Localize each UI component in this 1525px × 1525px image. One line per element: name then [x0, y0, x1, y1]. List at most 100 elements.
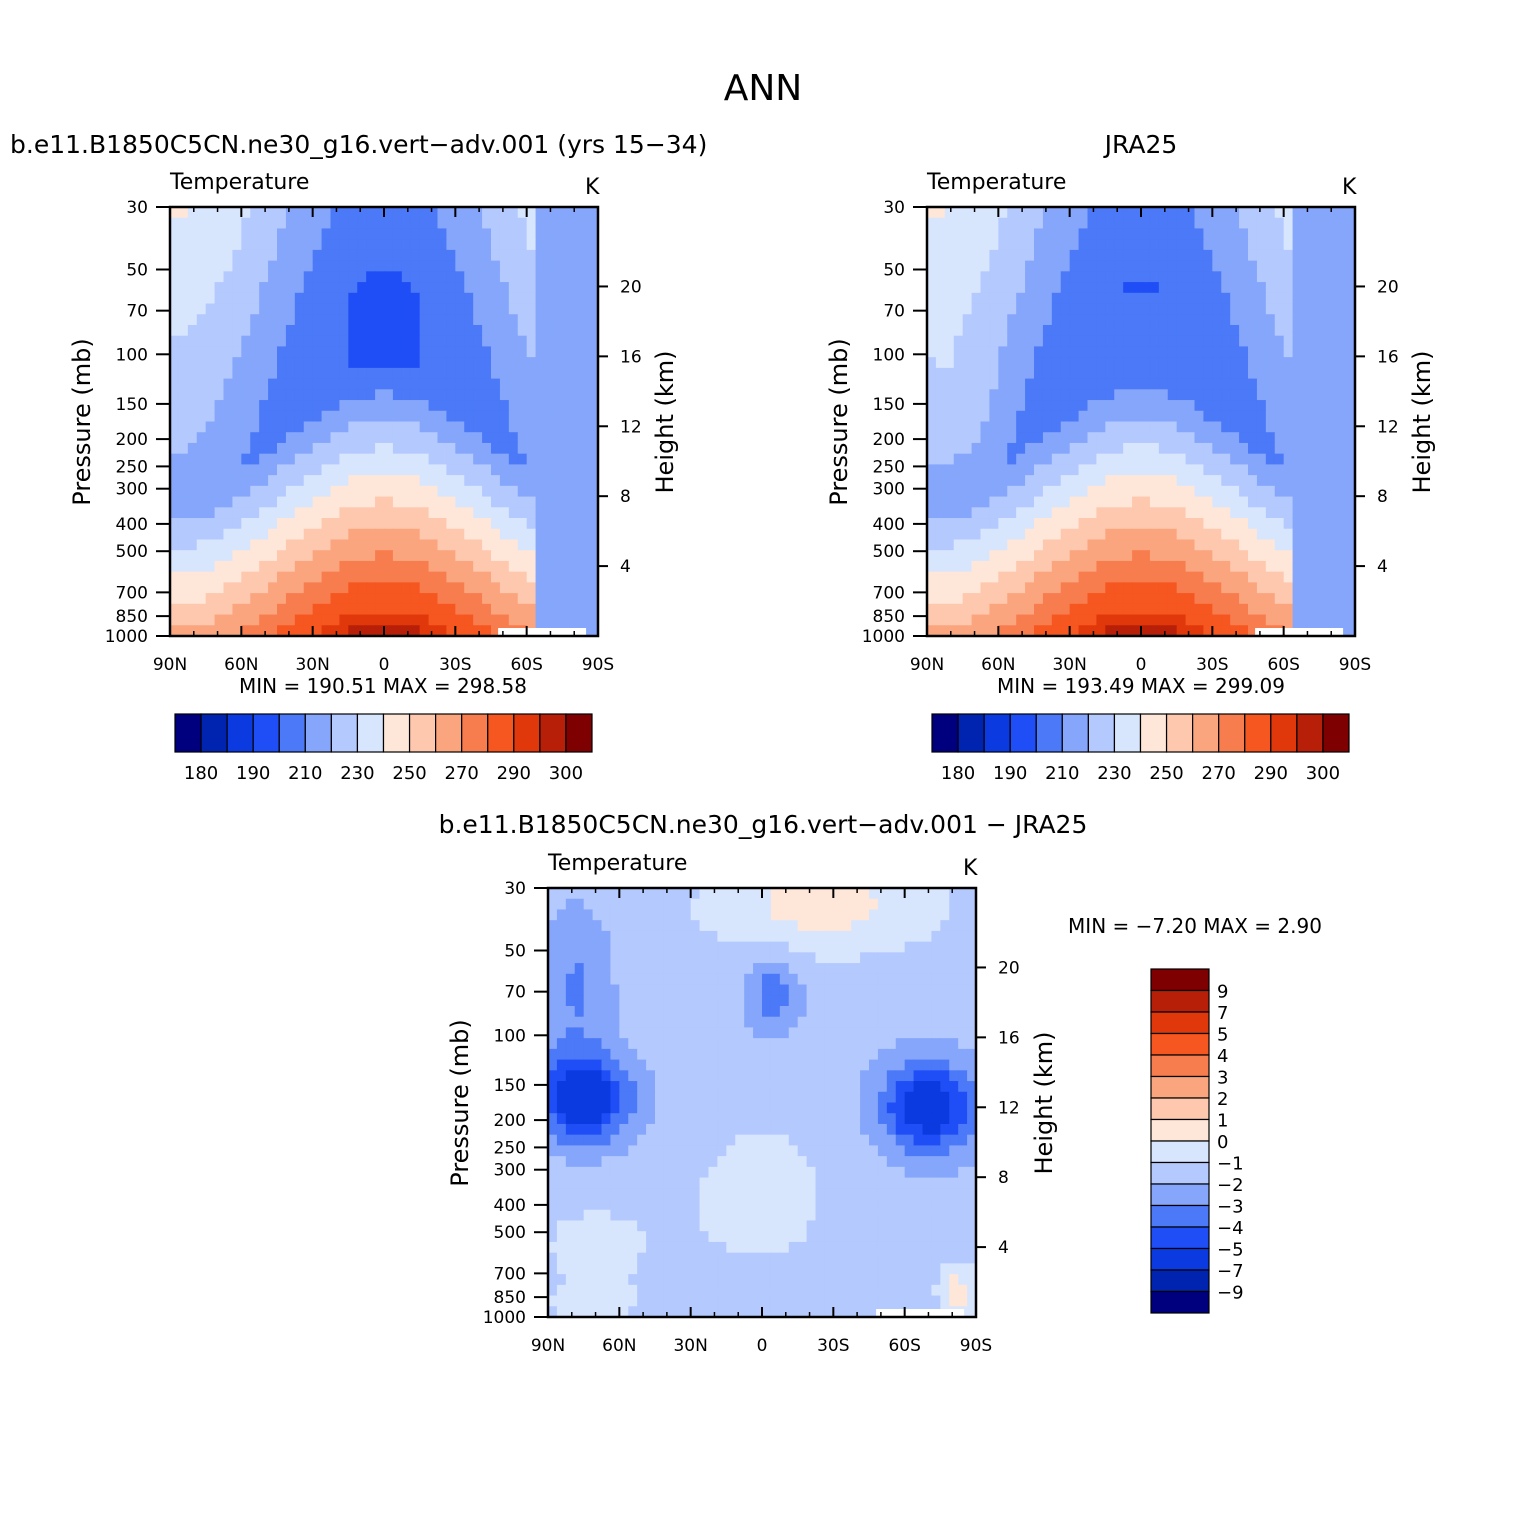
contour-cell [708, 930, 719, 943]
contour-cell [214, 614, 225, 626]
contour-cell [517, 217, 528, 230]
contour-cell [583, 1081, 594, 1093]
contour-cell [268, 346, 278, 358]
contour-cell [312, 346, 323, 358]
contour-cell [553, 464, 563, 476]
contour-cell [392, 228, 403, 240]
contour-cell [1194, 271, 1205, 283]
contour-cell [428, 271, 439, 283]
contour-cell [1212, 260, 1222, 272]
contour-cell [592, 1081, 603, 1093]
contour-cell [610, 1070, 620, 1082]
contour-cell [1167, 485, 1178, 498]
contour-cell [277, 400, 287, 412]
contour-cell [646, 1059, 656, 1071]
contour-cell [971, 475, 982, 487]
contour-cell [655, 995, 665, 1007]
contour-cell [1123, 346, 1133, 358]
contour-cell [1060, 475, 1071, 487]
contour-cell [1167, 453, 1178, 465]
contour-cell [1132, 442, 1142, 455]
contour-cell [526, 571, 537, 583]
contour-cell [989, 400, 999, 412]
contour-cell [1114, 582, 1124, 594]
contour-cell [967, 1038, 977, 1050]
contour-cell [1310, 442, 1320, 455]
contour-cell [753, 920, 763, 932]
contour-cell [277, 560, 287, 573]
contour-cell [491, 292, 501, 305]
contour-cell [681, 963, 692, 975]
contour-cell [1248, 571, 1258, 583]
contour-cell [1319, 518, 1329, 530]
contour-cell [1301, 207, 1312, 219]
contour-cell [962, 324, 973, 337]
contour-cell [574, 1059, 585, 1071]
contour-cell [384, 292, 394, 305]
contour-cell [580, 228, 590, 240]
contour-cell [1203, 303, 1213, 315]
contour-cell [223, 560, 234, 573]
contour-cell [1007, 314, 1017, 326]
contour-cell [1274, 582, 1285, 594]
contour-cell [1167, 292, 1178, 305]
contour-cell [1283, 346, 1294, 358]
contour-cell [646, 995, 656, 1007]
contour-cell [788, 941, 799, 953]
contour-cell [491, 582, 501, 594]
contour-cell [187, 614, 198, 626]
contour-cell [1051, 475, 1062, 487]
contour-cell [1007, 303, 1017, 315]
contour-cell [601, 1027, 612, 1039]
contour-cell [672, 941, 683, 953]
contour-cell [241, 442, 251, 455]
contour-cell [1007, 442, 1017, 455]
contour-cell [1194, 207, 1205, 219]
contour-cell [1087, 560, 1098, 573]
contour-cell [788, 995, 799, 1007]
contour-cell [1239, 518, 1249, 530]
contour-cell [437, 271, 448, 283]
contour-cell [410, 292, 421, 305]
contour-cell [357, 614, 367, 626]
contour-cell [940, 1081, 950, 1093]
contour-cell [1292, 539, 1303, 551]
panel-obs-ylabel: Pressure (mb) [825, 338, 853, 505]
contour-cell [877, 973, 888, 986]
contour-cell [294, 496, 305, 508]
contour-cell [517, 389, 528, 401]
contour-cell [1292, 410, 1303, 423]
contour-cell [1096, 389, 1106, 401]
contour-cell [1132, 496, 1142, 508]
contour-cell [1132, 249, 1142, 262]
contour-cell [214, 507, 225, 519]
contour-cell [1230, 217, 1240, 230]
contour-cell [1016, 367, 1026, 380]
contour-cell [392, 539, 403, 551]
contour-cell [1194, 217, 1205, 230]
contour-cell [473, 614, 483, 626]
contour-cell [735, 1027, 745, 1039]
contour-cell [779, 1059, 790, 1071]
x-tick-label: 60N [224, 655, 258, 675]
contour-cell [935, 389, 946, 401]
contour-cell [437, 593, 448, 605]
contour-cell [348, 335, 358, 348]
contour-cell [330, 432, 341, 444]
contour-cell [544, 518, 555, 530]
contour-cell [294, 324, 305, 337]
contour-cell [953, 603, 964, 616]
contour-cell [589, 485, 599, 498]
contour-cell [1149, 550, 1160, 562]
colorbar-label: 230 [340, 763, 374, 784]
contour-cell [1167, 400, 1178, 412]
contour-cell [1096, 346, 1106, 358]
contour-cell [762, 973, 772, 986]
contour-cell [663, 1038, 674, 1050]
contour-cell [1096, 239, 1106, 251]
contour-cell [851, 1059, 861, 1071]
contour-cell [321, 421, 332, 433]
contour-cell [935, 475, 946, 487]
contour-cell [980, 614, 991, 626]
contour-cell [1096, 271, 1106, 283]
